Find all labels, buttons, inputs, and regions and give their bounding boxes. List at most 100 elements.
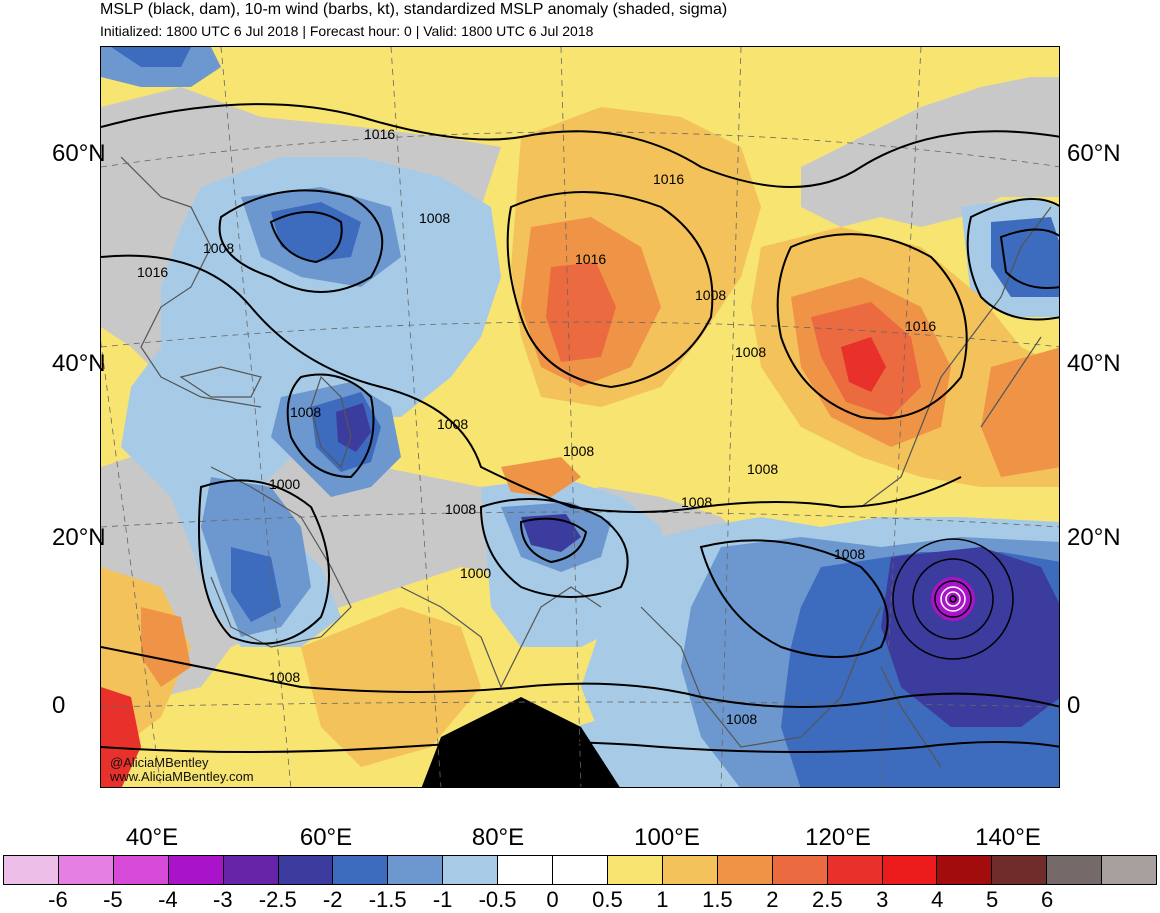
anomaly-shading bbox=[101, 47, 1059, 787]
colorbar-swatch bbox=[827, 856, 883, 884]
contour-label: 1008 bbox=[502, 717, 533, 733]
colorbar-swatch bbox=[937, 856, 993, 884]
lon-label: 40°E bbox=[125, 824, 179, 851]
graticule bbox=[101, 47, 1059, 787]
shade-red-africa bbox=[101, 687, 141, 787]
isobars bbox=[101, 103, 1059, 753]
shade-blue-ne bbox=[991, 217, 1059, 297]
grid-lon-60 bbox=[220, 47, 292, 787]
lon-label: 120°E bbox=[805, 824, 871, 851]
lat-label-right: 40°N bbox=[1067, 350, 1121, 377]
coastline-arabia bbox=[210, 466, 352, 648]
colorbar-tick-label: -5 bbox=[103, 887, 123, 912]
colorbar-swatch bbox=[772, 856, 828, 884]
contour-label: 1008 bbox=[834, 546, 865, 562]
coastline-black-sea bbox=[179, 366, 262, 398]
colorbar-swatch bbox=[388, 856, 444, 884]
colorbar-tick-label: 4 bbox=[931, 887, 944, 912]
colorbar-tick-label: 2 bbox=[766, 887, 779, 912]
colorbar-tick-label: 2.5 bbox=[811, 887, 843, 912]
lat-label-left: 40°N bbox=[52, 350, 106, 377]
shade-dark-orange-mongolia bbox=[546, 262, 616, 362]
colorbar-swatch bbox=[717, 856, 773, 884]
shade-orange-africa bbox=[141, 607, 191, 687]
credit-handle: @AliciaMBentley bbox=[110, 755, 209, 770]
contour-label: 1008 bbox=[203, 240, 234, 256]
lat-label-right: 0 bbox=[1067, 692, 1081, 719]
shade-light-orange-arabian-sea bbox=[301, 607, 481, 767]
colorbar-tick-label: 1.5 bbox=[702, 887, 733, 912]
contour-label: 1000 bbox=[460, 565, 491, 581]
grid-lon-120 bbox=[720, 47, 742, 787]
colorbar-tick-label: 0.5 bbox=[592, 887, 623, 912]
colorbar-tick-label: -4 bbox=[158, 887, 178, 912]
contour-label: 1008 bbox=[445, 501, 476, 517]
colorbar-tick-label: 6 bbox=[1040, 887, 1054, 912]
lon-label: 100°E bbox=[634, 824, 700, 851]
grid-lon-100 bbox=[560, 47, 582, 787]
chart-title: MSLP (black, dam), 10-m wind (barbs, kt)… bbox=[100, 1, 728, 18]
contour-label: 1008 bbox=[695, 287, 726, 303]
colorbar-tick-label: -6 bbox=[48, 887, 68, 912]
colorbar-swatch bbox=[1102, 856, 1157, 884]
isobar-equator bbox=[101, 741, 1059, 753]
coastline-philippines bbox=[880, 666, 942, 768]
colorbar-tick-label: 5 bbox=[986, 887, 999, 912]
isobar-europe-low bbox=[218, 189, 384, 293]
coastline-east-asia bbox=[860, 206, 1052, 508]
coastline-caspian bbox=[310, 375, 352, 469]
contour-label: 1016 bbox=[653, 171, 684, 187]
colorbar-swatch bbox=[553, 856, 608, 884]
lat-label-right: 20°N bbox=[1067, 524, 1121, 551]
shade-orange-east bbox=[981, 347, 1059, 477]
contour-label: 1008 bbox=[735, 344, 766, 360]
colorbar-swatch bbox=[443, 856, 499, 884]
coastlines bbox=[120, 156, 1052, 768]
colorbar-tick-label: 1 bbox=[656, 887, 669, 912]
shade-blue-nw bbox=[111, 47, 191, 67]
colorbar bbox=[3, 855, 1157, 885]
colorbar-tick-label: -3 bbox=[213, 887, 233, 912]
typhoon-ring-2 bbox=[912, 558, 994, 640]
shade-red-china bbox=[841, 337, 886, 392]
isobar-caspian bbox=[286, 373, 375, 479]
colorbar-swatch bbox=[992, 856, 1048, 884]
shade-orange-tibet bbox=[501, 457, 581, 497]
isobar-arabia bbox=[198, 479, 330, 645]
coastline-europe bbox=[120, 156, 262, 408]
colorbar-tick-label: -1.5 bbox=[368, 887, 407, 912]
contour-label: 1008 bbox=[563, 443, 594, 459]
lat-label-right: 60°N bbox=[1067, 140, 1121, 167]
map-canvas: 1016 1008 1016 1008 1016 1016 1008 1008 … bbox=[101, 47, 1059, 787]
contour-label: 1000 bbox=[269, 476, 300, 492]
lon-label: 140°E bbox=[975, 824, 1041, 851]
isobar-north bbox=[101, 103, 1059, 188]
lat-label-left: 60°N bbox=[52, 140, 106, 167]
isobar-india-inner bbox=[519, 517, 588, 564]
colorbar-tick-label: -2.5 bbox=[258, 887, 297, 912]
colorbar-swatch bbox=[113, 856, 169, 884]
lon-label: 60°E bbox=[299, 824, 353, 851]
colorbar-swatch bbox=[278, 856, 334, 884]
colorbar-swatch bbox=[662, 856, 718, 884]
colorbar-swatch bbox=[333, 856, 389, 884]
credit-url: www.AliciaMBentley.com bbox=[110, 769, 254, 784]
isobar-india-low bbox=[479, 498, 629, 598]
colorbar-tick-label: 3 bbox=[876, 887, 889, 912]
grid-lon-140 bbox=[880, 47, 922, 787]
colorbar-swatch bbox=[498, 856, 554, 884]
colorbar-swatch bbox=[1047, 856, 1103, 884]
colorbar-tick-label: -1 bbox=[432, 887, 453, 912]
typhoon-ring-5 bbox=[945, 591, 961, 607]
contour-label: 1008 bbox=[681, 494, 712, 510]
typhoon-isobars bbox=[892, 538, 1014, 660]
colorbar-tick-label: 0 bbox=[546, 887, 559, 912]
contour-label: 1016 bbox=[905, 318, 936, 334]
isobar-europe-inner bbox=[269, 211, 343, 264]
grid-lon-80 bbox=[390, 47, 442, 787]
isobar-china-high bbox=[776, 233, 968, 420]
colorbar-swatch bbox=[4, 856, 59, 884]
shade-blue-west bbox=[271, 202, 361, 262]
typhoon-ring-3 bbox=[934, 580, 972, 618]
colorbar-swatch bbox=[223, 856, 279, 884]
